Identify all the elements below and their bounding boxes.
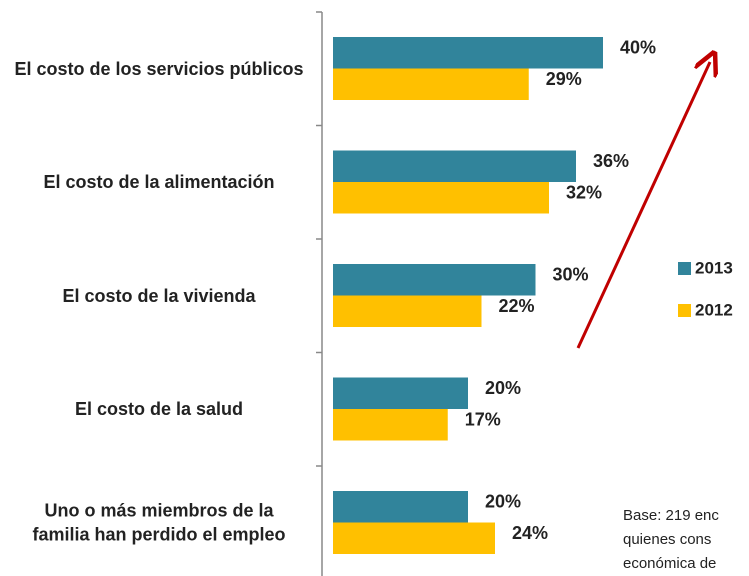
data-label: 20% bbox=[485, 378, 521, 398]
bar bbox=[333, 295, 482, 327]
data-label: 30% bbox=[553, 265, 589, 285]
bar bbox=[333, 377, 468, 409]
data-label: 17% bbox=[465, 410, 501, 430]
data-label: 32% bbox=[566, 183, 602, 203]
bar bbox=[333, 68, 529, 100]
data-label: 29% bbox=[546, 69, 582, 89]
bar bbox=[333, 150, 576, 182]
footnote: quienes cons bbox=[623, 531, 711, 548]
legend-label: 2013 bbox=[695, 258, 733, 277]
category-label: El costo de la vivienda bbox=[62, 285, 256, 306]
bar bbox=[333, 491, 468, 523]
bar bbox=[333, 522, 495, 554]
footnote: económica de bbox=[623, 555, 716, 572]
footnote: Base: 219 enc bbox=[623, 507, 719, 524]
category-label: El costo de la salud bbox=[74, 398, 244, 419]
bar bbox=[333, 264, 536, 296]
legend-label: 2012 bbox=[695, 300, 733, 319]
category-label: El costo de la alimentación bbox=[43, 171, 275, 192]
data-label: 40% bbox=[620, 38, 656, 58]
data-label: 22% bbox=[499, 296, 535, 316]
legend-swatch bbox=[678, 262, 691, 275]
bar bbox=[333, 182, 549, 214]
category-label: El costo de los servicios públicos bbox=[14, 58, 304, 79]
data-label: 24% bbox=[512, 523, 548, 543]
trend-arrow bbox=[576, 62, 710, 349]
data-label: 20% bbox=[485, 492, 521, 512]
legend-swatch bbox=[678, 304, 691, 317]
data-label: 36% bbox=[593, 151, 629, 171]
bar bbox=[333, 37, 603, 69]
bar bbox=[333, 409, 448, 441]
category-label: Uno o más miembros de la familia han per… bbox=[32, 500, 286, 545]
